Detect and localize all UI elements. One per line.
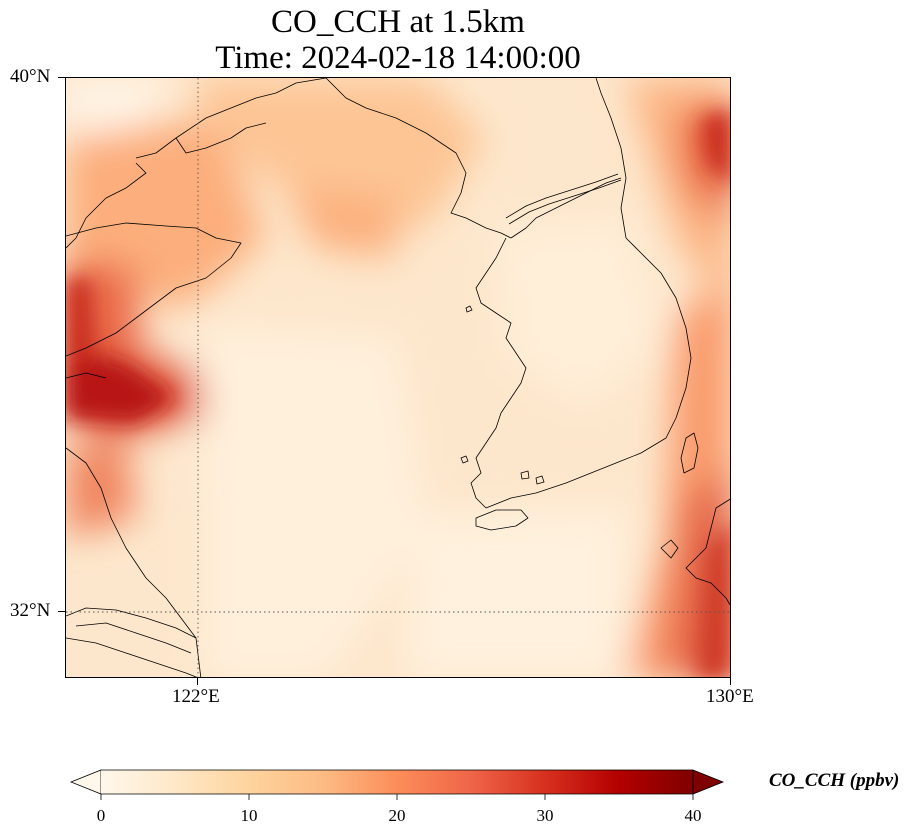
co-concentration-field <box>66 78 730 677</box>
colorbar-max-extend <box>692 769 725 795</box>
colorbar-tick-label: 30 <box>536 806 554 825</box>
colorbar-tick-label: 40 <box>684 806 702 825</box>
map-subtitle-time: Time: 2024-02-18 14:00:00 <box>215 40 581 76</box>
map-title: CO_CCH at 1.5km <box>271 4 525 40</box>
lat-tick-label-32n: 32°N <box>10 600 51 621</box>
lon-tick-label-122e: 122°E <box>172 686 220 707</box>
lat-tick-mark <box>58 77 65 78</box>
colorbar-title: CO_CCH (ppbv) <box>769 770 900 791</box>
lon-tick-label-130e: 130°E <box>706 686 754 707</box>
colorbar-tick-label: 10 <box>240 806 258 825</box>
colorbar-min-extend <box>70 769 102 795</box>
lat-tick-label-40n: 40°N <box>10 66 51 87</box>
colorbar-tick-label: 20 <box>388 806 406 825</box>
graticule <box>66 78 730 677</box>
colorbar <box>70 769 725 800</box>
lon-tick-mark <box>197 678 198 685</box>
lon-tick-mark <box>730 678 731 685</box>
map-panel <box>65 77 731 678</box>
coastline <box>66 78 730 677</box>
colorbar-tick-label: 0 <box>96 806 106 825</box>
colorbar-gradient <box>101 770 693 794</box>
lat-tick-mark <box>58 611 65 612</box>
